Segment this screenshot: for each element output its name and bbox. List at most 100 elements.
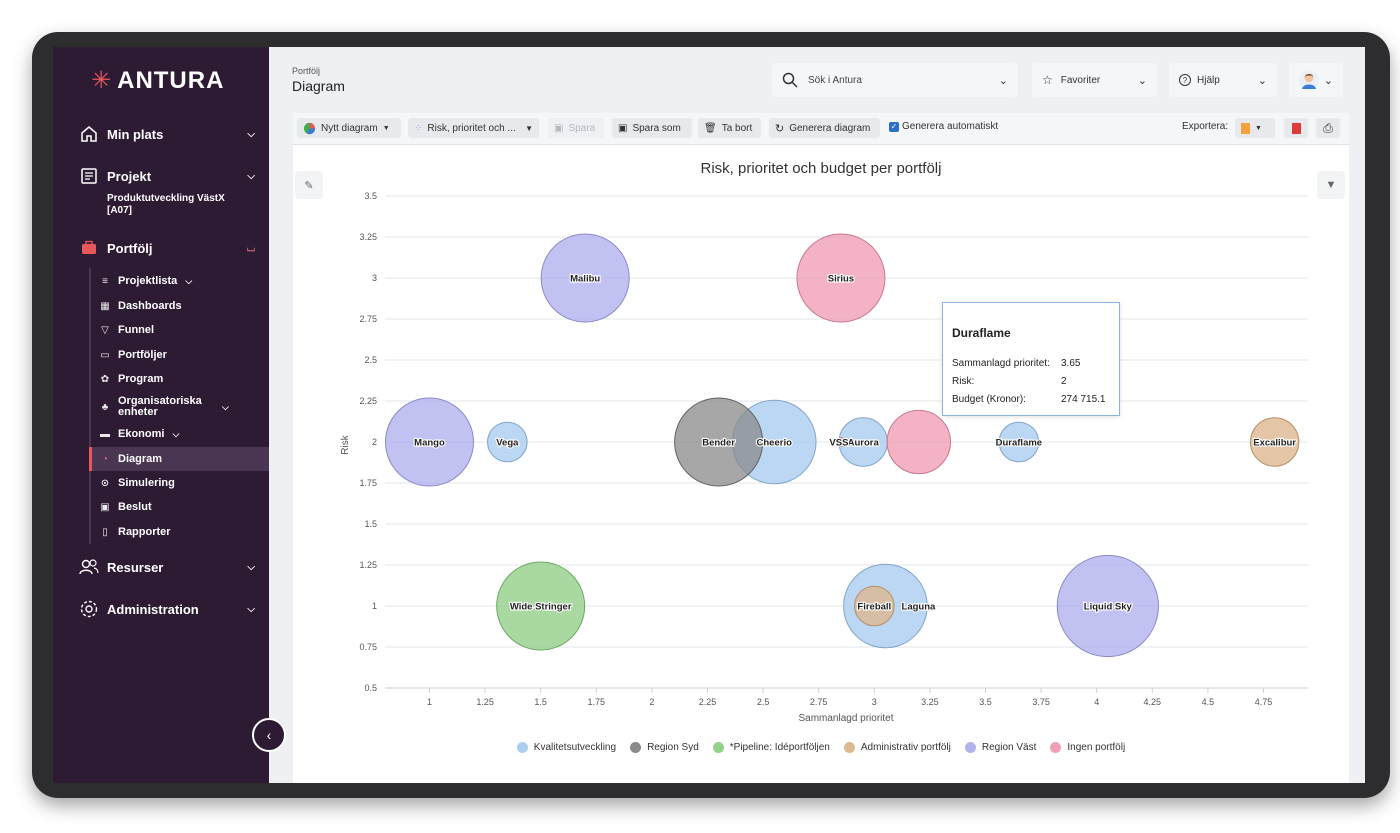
y-tick-label: 3 [372,273,377,283]
auto-generate-checkbox[interactable]: ✓ [889,122,899,132]
x-axis-label: Sammanlagd prioritet [798,713,893,724]
x-tick-label: 4.75 [1255,697,1273,707]
y-tick-label: 2.5 [364,355,377,365]
breadcrumb[interactable]: Portfölj [292,66,321,76]
bubble-point [1056,554,1159,658]
sidebar-item-program[interactable]: ✿ Program [89,367,269,391]
nav-portfolj[interactable]: Portfölj ⌴ [79,238,255,258]
legend-marker [843,742,855,753]
nav-administration[interactable]: Administration ⌵ [79,599,255,619]
submenu-line [89,268,91,544]
legend-label: Administrativ portfölj [860,742,951,753]
auto-generate-label: Generera automatiskt [902,121,999,132]
export-label: Exportera: [1182,121,1229,132]
y-tick-label: 1.5 [364,519,377,529]
legend-item[interactable]: Ingen portfölj [1050,742,1125,753]
sidebar-item-beslut[interactable]: ▣ Beslut [89,495,269,519]
nav-projekt[interactable]: Projekt ⌵ [79,166,255,186]
tooltip-label: Sammanlagd prioritet: [952,358,1050,369]
sidebar-item-rapporter[interactable]: ▯ Rapporter [89,520,269,544]
sidebar-item-organisatoriska-enheter[interactable]: ♣ Organisatoriska enheter ⌵ [89,393,269,421]
nav-resurser[interactable]: Resurser ⌵ [79,557,255,577]
y-tick-label: 2.75 [359,314,377,324]
legend-item[interactable]: Region Väst [964,742,1036,753]
antura-logo[interactable]: ✳ ANTURA [91,67,224,95]
save-as-button[interactable]: ▣ Spara som [612,118,692,138]
export-pdf-button[interactable] [1284,118,1308,138]
legend-marker [516,742,528,753]
export-excel-button[interactable]: ▼ [1235,118,1275,138]
new-chart-label: Nytt diagram [321,122,378,134]
y-tick-label: 2.25 [359,396,377,406]
bubble-label: Laguna [902,602,936,613]
home-icon [79,124,99,144]
legend-item[interactable]: Kvalitetsutveckling [516,742,617,753]
tooltip-title: Duraflame [952,326,1011,340]
sidebar-item-label: Beslut [118,501,152,513]
x-tick-label: 3.75 [1032,697,1050,707]
sidebar-item-funnel[interactable]: ▽ Funnel [89,318,269,342]
delete-button[interactable]: 🗑︎ Ta bort [698,118,761,138]
chevron-down-icon: ⌵ [172,428,180,439]
y-tick-label: 0.5 [364,683,377,693]
sidebar-item-label: Ekonomi [118,428,165,440]
x-tick-label: 4.5 [1202,697,1215,707]
sidebar-item-diagram[interactable]: ◔ Diagram [89,447,269,471]
x-tick-label: 1.75 [588,697,606,707]
project-code: [A07] [107,205,133,216]
legend-label: Kvalitetsutveckling [533,742,617,753]
legend-item[interactable]: Administrativ portfölj [843,742,951,753]
favorites-button[interactable]: ☆ Favoriter ⌄ [1032,63,1157,97]
help-button[interactable]: ? Hjälp ⌄ [1169,63,1277,97]
bubble-label: Aurora [848,438,880,449]
bubble-point [796,233,886,323]
chart-panel: Risk, prioritet och budget per portfölj 3… [293,145,1349,783]
sidebar-item-dashboards[interactable]: ▦ Dashboards [89,294,269,318]
x-tick-label: 2.25 [699,697,717,707]
bubble-point [886,409,951,475]
user-menu[interactable]: ⌄ [1289,63,1343,97]
nav-label: Administration [107,601,199,617]
sidebar-item-label: Portföljer [118,349,167,361]
sidebar-item-simulering[interactable]: ⊙ Simulering [89,471,269,495]
bubble-label: Excalibur [1253,438,1296,449]
filter-button[interactable]: ▼ [1317,171,1345,199]
legend-item[interactable]: Region Syd [630,742,699,753]
chevron-down-icon: ⌵ [222,401,229,412]
chevron-down-icon: ⌄ [1137,74,1147,87]
save-button[interactable]: ▣ Spara [548,118,604,138]
legend-marker [1050,742,1062,753]
sidebar-item-portfoljer[interactable]: ▭ Portföljer [89,343,269,367]
search-input[interactable]: Sök i Antura [808,74,862,86]
tooltip-label: Budget (Kronor): [952,394,1026,405]
chevron-down-icon: ⌄ [1257,74,1267,87]
nav-min-plats[interactable]: Min plats ⌵ [79,124,255,144]
search-box[interactable]: Sök i Antura ⌄ [772,63,1018,97]
help-label: Hjälp [1197,74,1220,86]
chart-select-dropdown[interactable]: ⁘ Risk, prioritet och ... ▼ [408,118,539,138]
generate-chart-button[interactable]: ↻ Generera diagram [769,118,880,138]
chart-toolbar: Nytt diagram ▼ ⁘ Risk, prioritet och ...… [293,113,1349,145]
logo-text: ANTURA [117,67,225,94]
x-tick-label: 3.5 [979,697,992,707]
sidebar-item-label: Organisatoriska enheter [118,395,202,418]
tooltip-value: 2 [1061,376,1067,387]
star-icon: ☆ [1042,73,1053,87]
bubble-label: Duraflame [996,438,1042,449]
edit-chart-button[interactable]: ✎ [295,171,323,199]
pie-icon: ◔ [101,453,109,465]
money-icon: ▬ [100,428,110,440]
print-button[interactable]: ⎙ [1316,118,1340,138]
x-tick-label: 2.75 [810,697,828,707]
save-as-label: Spara som [632,122,681,134]
legend-item[interactable]: *Pipeline: Idéportföljen [712,742,830,753]
y-tick-label: 1.25 [359,560,377,570]
x-tick-label: 3.25 [921,697,939,707]
legend-label: *Pipeline: Idéportföljen [729,742,830,753]
tooltip-row: Budget (Kronor): 274 715.1 [952,394,1117,405]
new-chart-button[interactable]: Nytt diagram ▼ [297,118,401,138]
collapse-sidebar-button[interactable]: ‹ [252,718,286,752]
sidebar-item-projektlista[interactable]: ≡ Projektlista ⌵ [89,269,269,293]
sidebar-item-ekonomi[interactable]: ▬ Ekonomi ⌵ [89,422,269,446]
current-project[interactable]: Produktutveckling VästX [A07] [107,193,225,217]
